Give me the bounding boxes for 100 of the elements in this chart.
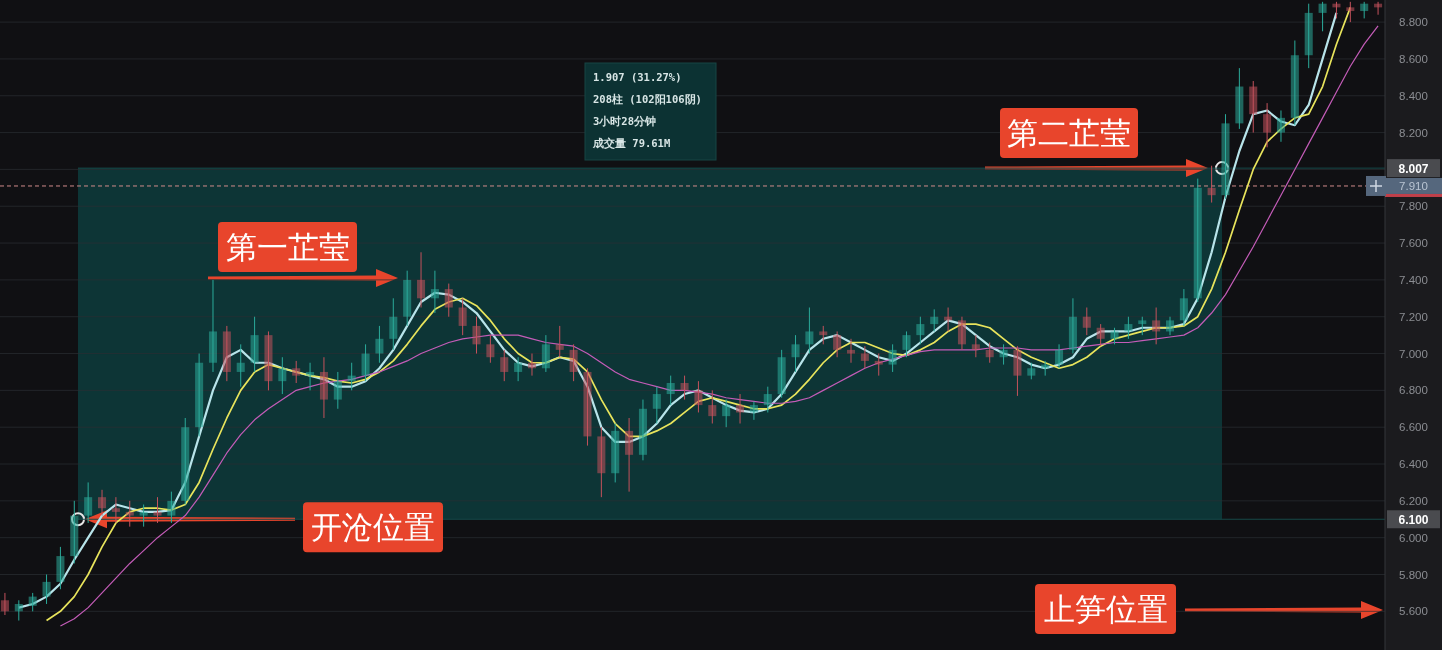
candlestick bbox=[555, 325, 564, 358]
candlestick bbox=[791, 334, 800, 373]
candlestick bbox=[28, 592, 37, 612]
candlestick bbox=[708, 389, 717, 425]
candlestick bbox=[1276, 109, 1285, 143]
candlestick bbox=[930, 308, 939, 332]
candlestick bbox=[763, 386, 772, 413]
candlestick bbox=[125, 500, 134, 528]
y-tick-label: 5.800 bbox=[1399, 568, 1428, 581]
candlestick bbox=[749, 400, 758, 421]
candlestick bbox=[1318, 1, 1327, 32]
annotation: 第二芷莹 bbox=[1007, 116, 1131, 152]
candlestick bbox=[430, 270, 439, 314]
candlestick bbox=[1013, 345, 1022, 397]
candlestick bbox=[902, 330, 911, 358]
candlestick bbox=[819, 325, 828, 345]
candlestick bbox=[444, 283, 453, 318]
candlestick bbox=[1221, 113, 1230, 200]
candlestick bbox=[666, 375, 675, 406]
candlestick bbox=[777, 349, 786, 399]
candlestick bbox=[111, 496, 120, 524]
y-tick-label: 8.600 bbox=[1399, 52, 1428, 65]
annotation: 1.907 (31.27%) bbox=[593, 71, 682, 83]
y-tick-label: 8.400 bbox=[1399, 89, 1428, 102]
candlestick bbox=[1068, 297, 1077, 355]
candlestick bbox=[153, 496, 162, 524]
candlestick bbox=[1096, 323, 1105, 347]
annotation: 第一芷莹 bbox=[225, 230, 350, 265]
candlestick bbox=[14, 599, 23, 622]
candlestick bbox=[0, 592, 9, 616]
candlestick bbox=[195, 353, 204, 437]
candlestick bbox=[971, 334, 980, 358]
candlestick bbox=[1124, 316, 1133, 340]
candlestick bbox=[500, 349, 509, 382]
annotation: 3小时28分钟 bbox=[593, 115, 656, 127]
candlestick bbox=[1235, 67, 1244, 130]
candlestick bbox=[389, 297, 398, 351]
candlestick bbox=[1138, 316, 1147, 336]
candlestick bbox=[1346, 1, 1355, 23]
candlestick bbox=[306, 362, 315, 391]
y-tick-label: 7.200 bbox=[1399, 310, 1428, 323]
candlestick bbox=[375, 325, 384, 364]
candlestick bbox=[888, 343, 897, 373]
candlestick bbox=[56, 546, 65, 590]
annotation: 开沧位置 bbox=[311, 510, 435, 546]
candlestick bbox=[611, 423, 620, 483]
ref-line-label: 7.910 bbox=[1399, 179, 1428, 192]
candlestick bbox=[84, 481, 93, 524]
candlestick bbox=[1082, 307, 1091, 336]
candlestick bbox=[1152, 307, 1161, 345]
candlestick bbox=[292, 360, 301, 384]
y-tick-label: 6.000 bbox=[1399, 531, 1428, 544]
y-tick-label: 7.800 bbox=[1399, 200, 1428, 213]
candlestick bbox=[403, 270, 412, 327]
candlestick bbox=[486, 334, 495, 364]
candlestick bbox=[222, 325, 231, 382]
candlestick bbox=[1290, 40, 1299, 126]
candlestick bbox=[1055, 343, 1064, 369]
candlestick bbox=[694, 380, 703, 413]
candlestick bbox=[625, 417, 634, 493]
candlestick bbox=[999, 343, 1008, 366]
candlestick bbox=[833, 330, 842, 358]
y-tick-label: 6.800 bbox=[1399, 384, 1428, 397]
candlestick bbox=[583, 367, 592, 447]
y-tick-label: 8.200 bbox=[1399, 126, 1428, 139]
candlestick bbox=[985, 341, 994, 364]
y-tick-label: 5.600 bbox=[1399, 605, 1428, 618]
candlestick bbox=[70, 500, 79, 564]
candlestick bbox=[278, 356, 287, 395]
candlestick bbox=[264, 330, 273, 391]
candlestick bbox=[1304, 3, 1313, 69]
ref-line-label: 8.007 bbox=[1398, 161, 1429, 176]
candlestick bbox=[846, 338, 856, 364]
y-tick-label: 6.200 bbox=[1399, 494, 1428, 507]
y-tick-label: 6.400 bbox=[1399, 458, 1428, 471]
candlestick bbox=[458, 297, 467, 336]
candlestick bbox=[1110, 327, 1119, 345]
candlestick bbox=[333, 371, 342, 410]
candlestick bbox=[167, 491, 176, 524]
candlestick bbox=[541, 334, 550, 373]
candlestick bbox=[874, 353, 883, 377]
y-tick-label: 7.400 bbox=[1399, 273, 1428, 286]
candlestick bbox=[1179, 288, 1188, 327]
candlestick bbox=[319, 356, 328, 419]
y-tick-label: 8.800 bbox=[1399, 16, 1428, 29]
candlestick bbox=[514, 356, 523, 382]
candlestick bbox=[208, 279, 218, 373]
candlestick bbox=[736, 393, 745, 425]
candlestick bbox=[347, 362, 356, 391]
candlestick bbox=[805, 307, 814, 355]
candlestick bbox=[472, 316, 481, 355]
candlestick bbox=[916, 316, 925, 345]
candlestick bbox=[181, 417, 190, 506]
y-tick-label: 7.600 bbox=[1399, 237, 1428, 250]
candlestick bbox=[42, 574, 51, 605]
candlestick bbox=[860, 345, 869, 369]
candlestick bbox=[1193, 178, 1202, 303]
candlestick bbox=[361, 343, 370, 382]
candlestick bbox=[1027, 362, 1036, 380]
y-tick-label: 6.600 bbox=[1399, 421, 1428, 434]
